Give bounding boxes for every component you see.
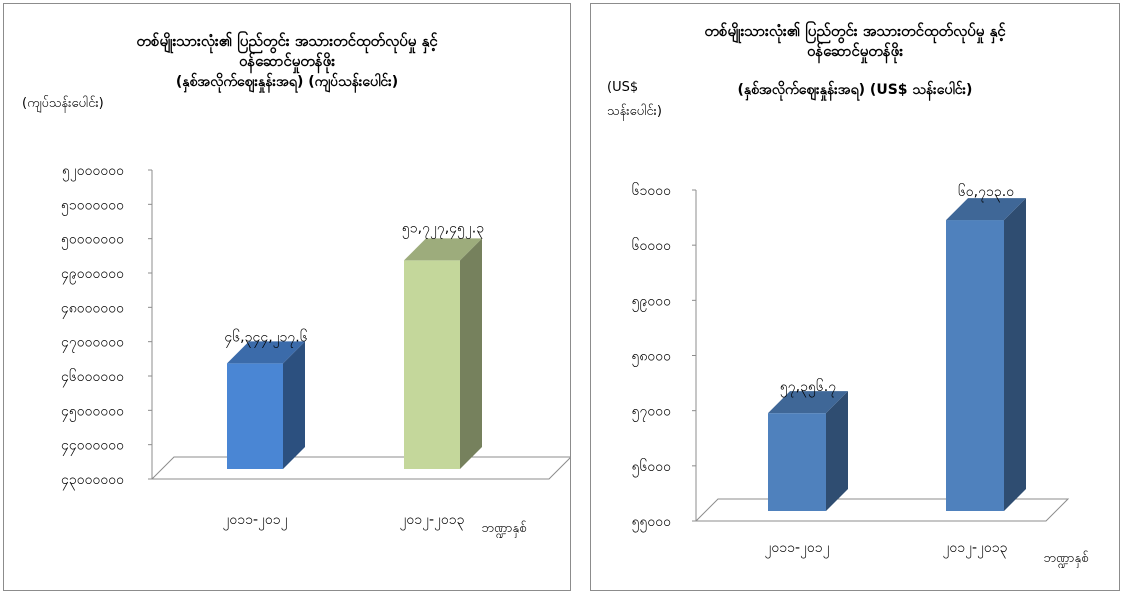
y-axis-label-line2: သန်းပေါင်း) bbox=[607, 104, 662, 119]
chart-plot: ၄၃၀၀၀၀၀၀ ၄၄၀၀၀၀၀၀ ၄၅၀၀၀၀၀၀ ၄၆၀၀၀၀၀၀ ၄၇၀၀၀၀၀၀… bbox=[61, 163, 570, 538]
bar-top bbox=[404, 238, 482, 261]
chart-title-line2: ဝန်ဆောင်မှုတန်ဖိုး bbox=[806, 42, 904, 60]
chart-panel-usd: တစ်မျိုးသားလုံး၏ ပြည်တွင်း အသားတင်ထုတ်လု… bbox=[590, 3, 1120, 591]
y-tick-label: ၅၉၀၀၀ bbox=[632, 293, 672, 311]
y-tick-label: ၄၃၀၀၀၀၀၀ bbox=[61, 472, 124, 490]
y-tick-label: ၄၈၀၀၀၀၀၀ bbox=[61, 300, 124, 318]
chart-plot: ၅၅၀၀၀ ၅၆၀၀၀ ၅၇၀၀၀ ၅၈၀၀၀ ၅၉၀၀၀ ၆၀၀၀၀ ၆၁၀၀၀၅၇,၃၅… bbox=[632, 183, 1089, 568]
bar-top bbox=[946, 198, 1026, 221]
bar-side bbox=[283, 341, 305, 469]
chart-subtitle: (နှစ်အလိုက်ဈေးနှုန်းအရ) (ကျပ်သန်းပေါင်း) bbox=[175, 74, 399, 90]
y-tick-label: ၅၆၀၀၀ bbox=[632, 459, 672, 477]
bar-front bbox=[227, 363, 283, 469]
chart-floor bbox=[150, 456, 570, 480]
y-axis-label: (US$ bbox=[607, 80, 639, 95]
bar-top bbox=[227, 341, 305, 364]
bar-data-label: ၆၀,၇၁၃.၀ bbox=[958, 184, 1014, 202]
y-tick-label: ၅၂၀၀၀၀၀၀ bbox=[62, 163, 124, 181]
y-axis-label: (ကျပ်သန်းပေါင်း) bbox=[22, 96, 104, 111]
bar-side bbox=[826, 391, 848, 511]
bar-front bbox=[946, 220, 1004, 512]
x-tick-label: ၂၀၁၂-၂၀၁၃ bbox=[399, 512, 464, 530]
chart-title-line2: ဝန်ဆောင်မှုတန်ဖိုး bbox=[238, 52, 336, 70]
x-axis-label: ဘဏ္ဍာနှစ် bbox=[482, 520, 527, 538]
y-tick-label: ၅၇၀၀၀ bbox=[632, 404, 672, 422]
y-tick-label: ၆၁၀၀၀ bbox=[632, 183, 672, 199]
bar-data-label: ၅၁,၇၂၇,၄၅၂.၃ bbox=[402, 220, 484, 238]
bar-front bbox=[404, 260, 460, 469]
y-tick-label: ၅၅၀၀၀ bbox=[632, 514, 672, 532]
y-tick-label: ၄၅၀၀၀၀၀၀ bbox=[61, 403, 124, 421]
y-tick-label: ၅၀၀၀၀၀၀၀ bbox=[61, 232, 124, 250]
bar-side bbox=[460, 238, 482, 469]
y-tick-label: ၆၀၀၀၀ bbox=[632, 238, 672, 254]
bar-side bbox=[1004, 198, 1026, 512]
y-tick-label: ၅၁၀၀၀၀၀၀ bbox=[61, 197, 124, 215]
x-tick-label: ၂၀၁၁-၂၀၁၂ bbox=[222, 512, 287, 530]
chart-panel-kyat: တစ်မျိုးသားလုံး၏ ပြည်တွင်း အသားတင်ထုတ်လု… bbox=[3, 3, 571, 591]
y-tick-label: ၄၇၀၀၀၀၀၀ bbox=[61, 335, 124, 353]
chart-subtitle: (နှစ်အလိုက်ဈေးနှုန်းအရ) (US$ သန်းပေါင်း) bbox=[737, 82, 973, 98]
x-tick-label: ၂၀၁၂-၂၀၁၃ bbox=[942, 540, 1007, 558]
x-tick-label: ၂၀၁၁-၂၀၁၂ bbox=[764, 540, 829, 558]
y-tick-label: ၄၄၀၀၀၀၀၀ bbox=[61, 438, 124, 456]
y-tick-label: ၄၉၀၀၀၀၀၀ bbox=[61, 266, 124, 284]
x-axis-label: ဘဏ္ဍာနှစ် bbox=[1044, 550, 1089, 568]
bar-data-label: ၄၆,၃၄၄,၂၁၇.၆ bbox=[224, 329, 307, 347]
bar-top bbox=[768, 391, 848, 414]
chart-title: တစ်မျိုးသားလုံး၏ ပြည်တွင်း အသားတင်ထုတ်လု… bbox=[136, 32, 438, 50]
y-tick-label: ၅၈၀၀၀ bbox=[632, 349, 672, 367]
y-tick-label: ၄၆၀၀၀၀၀၀ bbox=[61, 369, 124, 387]
chart-title: တစ်မျိုးသားလုံး၏ ပြည်တွင်း အသားတင်ထုတ်လု… bbox=[704, 22, 1006, 40]
bar-front bbox=[768, 413, 826, 511]
bar-data-label: ၅၇,၃၅၆.၇ bbox=[780, 379, 836, 397]
